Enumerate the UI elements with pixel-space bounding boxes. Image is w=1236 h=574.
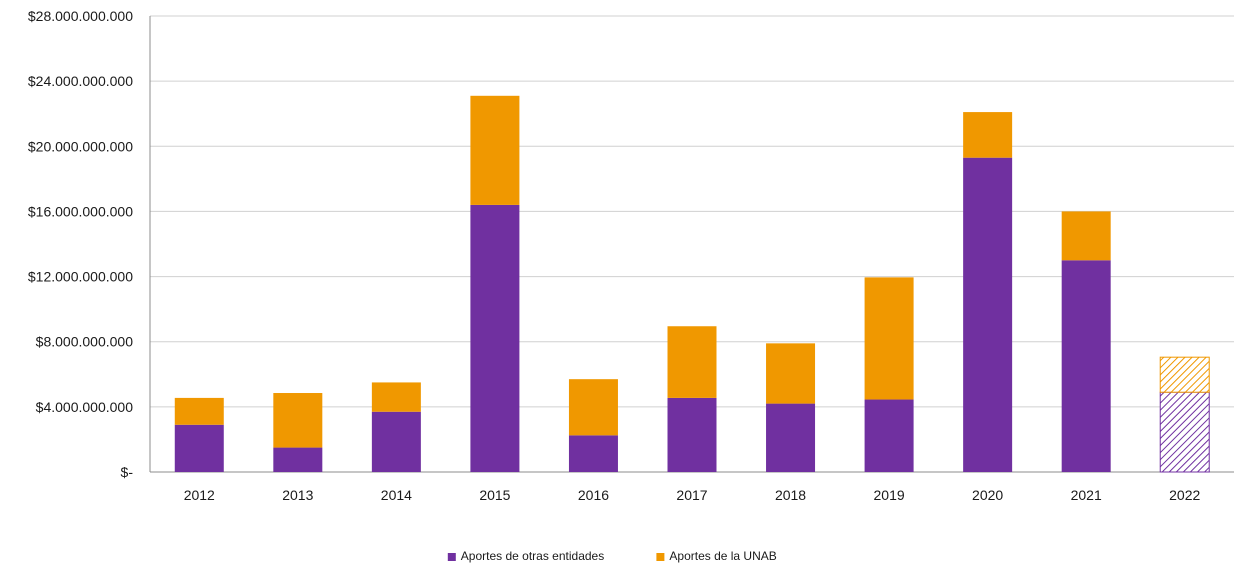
legend-swatch: [656, 553, 665, 561]
legend: Aportes de otras entidades Aportes de la …: [447, 549, 777, 563]
bar-segment: [864, 399, 914, 472]
bar-segment: [371, 382, 421, 412]
y-tick-label: $20.000.000.000: [28, 138, 133, 154]
legend-label: Aportes de la UNAB: [669, 549, 776, 563]
legend-label: Aportes de otras entidades: [461, 549, 604, 563]
y-tick-label: $24.000.000.000: [28, 73, 133, 89]
x-tick-label: 2013: [282, 487, 313, 503]
bar-segment: [273, 393, 323, 448]
legend-swatch: [447, 553, 456, 561]
y-tick-label: $8.000.000.000: [36, 334, 134, 350]
y-tick-label: $-: [121, 464, 134, 480]
bar-segment: [568, 379, 618, 436]
bar-segment: [1061, 260, 1111, 472]
x-tick-label: 2021: [1071, 487, 1102, 503]
y-tick-label: $16.000.000.000: [28, 203, 133, 219]
x-tick-label: 2022: [1169, 487, 1200, 503]
bar-segment: [667, 397, 717, 472]
y-tick-label: $4.000.000.000: [36, 399, 134, 415]
bar-segment: [766, 343, 816, 404]
bar-segment: [963, 112, 1013, 158]
bar-segment: [174, 397, 224, 425]
bar-segment: [470, 95, 520, 205]
bar-segment: [864, 277, 914, 400]
bar-segment: [963, 157, 1013, 472]
y-tick-label: $28.000.000.000: [28, 8, 133, 24]
bar-segment: [470, 204, 520, 472]
x-tick-label: 2014: [381, 487, 412, 503]
bar-segment: [174, 424, 224, 472]
bar-segment: [1159, 391, 1210, 473]
bar-segment: [273, 447, 323, 472]
bar-segment: [1061, 211, 1111, 261]
bars: [174, 95, 1210, 473]
x-tick-label: 2018: [775, 487, 806, 503]
bar-segment: [766, 403, 816, 472]
x-tick-label: 2019: [874, 487, 905, 503]
x-tick-label: 2020: [972, 487, 1003, 503]
x-tick-label: 2017: [676, 487, 707, 503]
x-tick-label: 2016: [578, 487, 609, 503]
bar-segment: [371, 411, 421, 472]
axes: $- $4.000.000.000 $8.000.000.000 $12.000.00…: [28, 8, 1201, 503]
bar-segment: [1159, 356, 1210, 393]
bar-segment: [568, 435, 618, 472]
bar-segment: [667, 326, 717, 398]
y-tick-label: $12.000.000.000: [28, 269, 133, 285]
x-tick-label: 2015: [479, 487, 510, 503]
x-tick-label: 2012: [184, 487, 215, 503]
